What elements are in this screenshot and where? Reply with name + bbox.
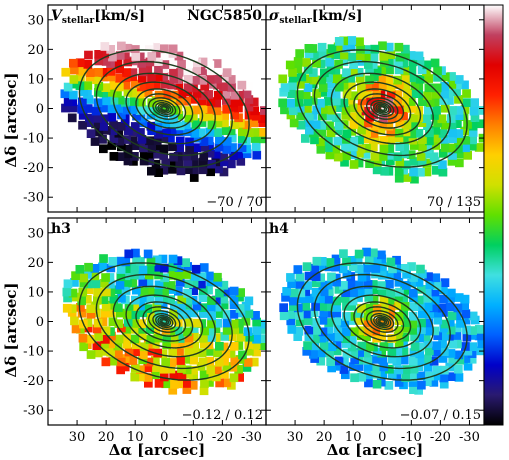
range-label-velocity: −70 / 70 [206,195,263,210]
x-tick-label: 30 [69,430,86,445]
y-tick-label: -30 [23,191,44,206]
y-tick-label: 30 [27,226,44,241]
x-tick-label: -20 [212,430,233,445]
x-tick-label: -30 [241,430,262,445]
y-tick-label: 0 [36,315,44,330]
panel-h3: 30 20 10 0 -10 -20 -30 -30 -20 -10 0 10 20 30 h3 −0.12 … [23,217,267,445]
y-tick-label: 10 [27,285,44,300]
map-h4 [279,247,484,395]
y-tick-label: 30 [27,13,44,28]
y-tick-label: 0 [36,102,44,117]
y-tick-label: 20 [27,43,44,58]
x-tick-label: 30 [287,430,304,445]
x-tick-label: 20 [316,430,333,445]
panel-velocity: -30 -20 -10 0 10 20 30 Vstellar[km/s] −70 / 70 NG… [23,4,267,213]
x-tick-label: -10 [401,430,422,445]
galaxy-name: NGC5850 [187,8,262,24]
isophote-contours-velocity [78,49,250,168]
x-axis-label-left: Δα [arcsec] [109,441,205,459]
panel-title-h4: h4 [269,221,289,237]
y-tick-label: -10 [23,345,44,360]
x-tick-label: -30 [459,430,480,445]
x-tick-label: 0 [160,430,168,445]
y-tick-label: -30 [23,404,44,419]
x-tick-label: 20 [98,430,115,445]
panel-dispersion: σstellar[km/s] 70 / 135 [265,4,485,213]
isophote-contours-dispersion [296,49,468,168]
x-tick-label: 10 [345,430,362,445]
y-tick-label: -20 [23,374,44,389]
y-tick-label: -20 [23,161,44,176]
y-axis-label-top: Δδ [arcsec] [2,73,20,168]
panels-group: -30 -20 -10 0 10 20 30 Vstellar[km/s] −70 / 70 NG… [23,4,485,445]
isophote-contours-h4 [296,262,468,381]
map-h3 [62,248,266,396]
panel-title-dispersion: σstellar[km/s] [269,8,362,26]
range-label-h3: −0.12 / 0.12 [182,408,263,423]
range-label-h4: −0.07 / 0.15 [400,408,481,423]
y-axis-label-bottom: Δδ [arcsec] [2,283,20,378]
x-tick-label: -10 [183,430,204,445]
isophote-contours-h3 [78,262,250,381]
x-tick-label: 10 [127,430,144,445]
map-velocity [60,36,266,182]
panel-title-velocity: Vstellar[km/s] [51,8,145,26]
panel-title-h3: h3 [51,221,71,237]
panel-h4: 30 20 10 0 -10 -20 -30 h4 −0.07 / 0.15 [265,217,485,445]
y-tick-label: 10 [27,72,44,87]
y-tick-label: -10 [23,132,44,147]
x-tick-label: 0 [378,430,386,445]
map-dispersion [278,36,484,184]
colorbar [483,4,504,426]
x-axis-label-right: Δα [arcsec] [327,441,423,459]
y-tick-label: 20 [27,256,44,271]
x-tick-label: -20 [430,430,451,445]
range-label-dispersion: 70 / 135 [427,195,481,210]
